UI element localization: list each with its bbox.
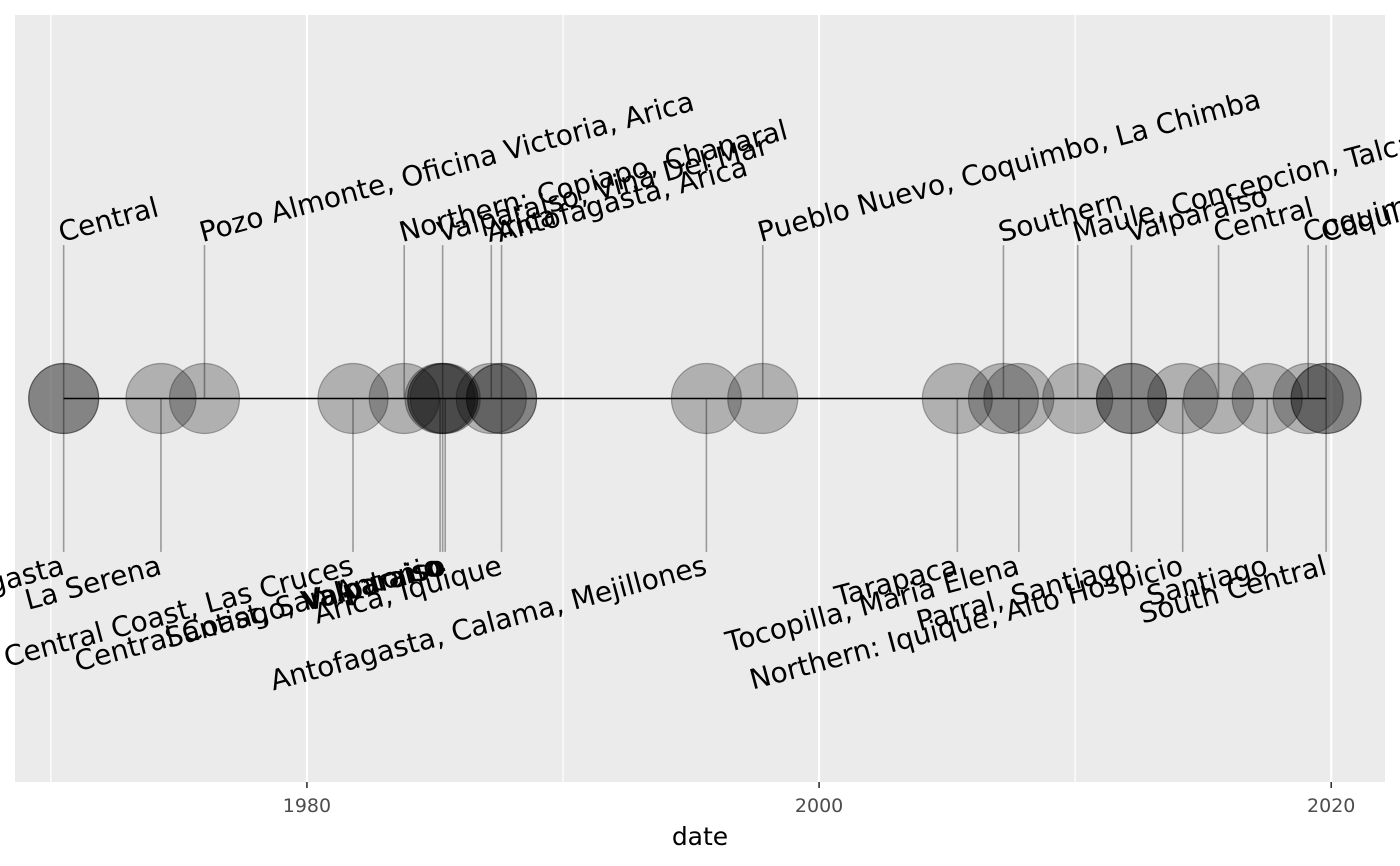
x-axis-title: date — [672, 822, 728, 851]
x-axis: 1980 2000 2020 — [283, 782, 1355, 817]
label-segments — [62, 245, 1327, 552]
x-tick-label-0: 1980 — [283, 795, 331, 817]
x-tick-label-2: 2020 — [1307, 795, 1355, 817]
x-tick-label-1: 2000 — [795, 795, 843, 817]
